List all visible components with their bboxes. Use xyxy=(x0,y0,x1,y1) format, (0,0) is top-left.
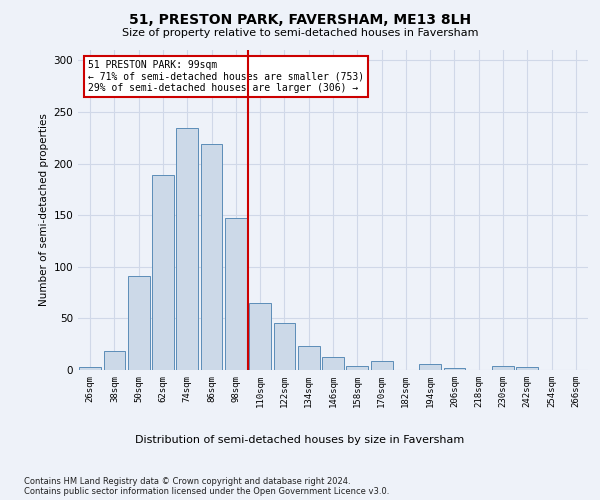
Text: Size of property relative to semi-detached houses in Faversham: Size of property relative to semi-detach… xyxy=(122,28,478,38)
Bar xyxy=(371,360,392,370)
Bar xyxy=(104,352,125,370)
Text: 51 PRESTON PARK: 99sqm
← 71% of semi-detached houses are smaller (753)
29% of se: 51 PRESTON PARK: 99sqm ← 71% of semi-det… xyxy=(88,60,364,93)
Y-axis label: Number of semi-detached properties: Number of semi-detached properties xyxy=(39,114,49,306)
Bar xyxy=(517,367,538,370)
Text: 51, PRESTON PARK, FAVERSHAM, ME13 8LH: 51, PRESTON PARK, FAVERSHAM, ME13 8LH xyxy=(129,12,471,26)
Text: Contains HM Land Registry data © Crown copyright and database right 2024.: Contains HM Land Registry data © Crown c… xyxy=(24,478,350,486)
Bar xyxy=(322,356,344,370)
Bar xyxy=(298,346,320,370)
Text: Contains public sector information licensed under the Open Government Licence v3: Contains public sector information licen… xyxy=(24,488,389,496)
Bar xyxy=(152,175,174,370)
Text: Distribution of semi-detached houses by size in Faversham: Distribution of semi-detached houses by … xyxy=(136,435,464,445)
Bar xyxy=(176,128,198,370)
Bar xyxy=(492,366,514,370)
Bar xyxy=(419,364,441,370)
Bar xyxy=(249,303,271,370)
Bar xyxy=(79,367,101,370)
Bar xyxy=(443,368,466,370)
Bar xyxy=(128,276,149,370)
Bar xyxy=(200,144,223,370)
Bar xyxy=(225,218,247,370)
Bar xyxy=(274,322,295,370)
Bar xyxy=(346,366,368,370)
